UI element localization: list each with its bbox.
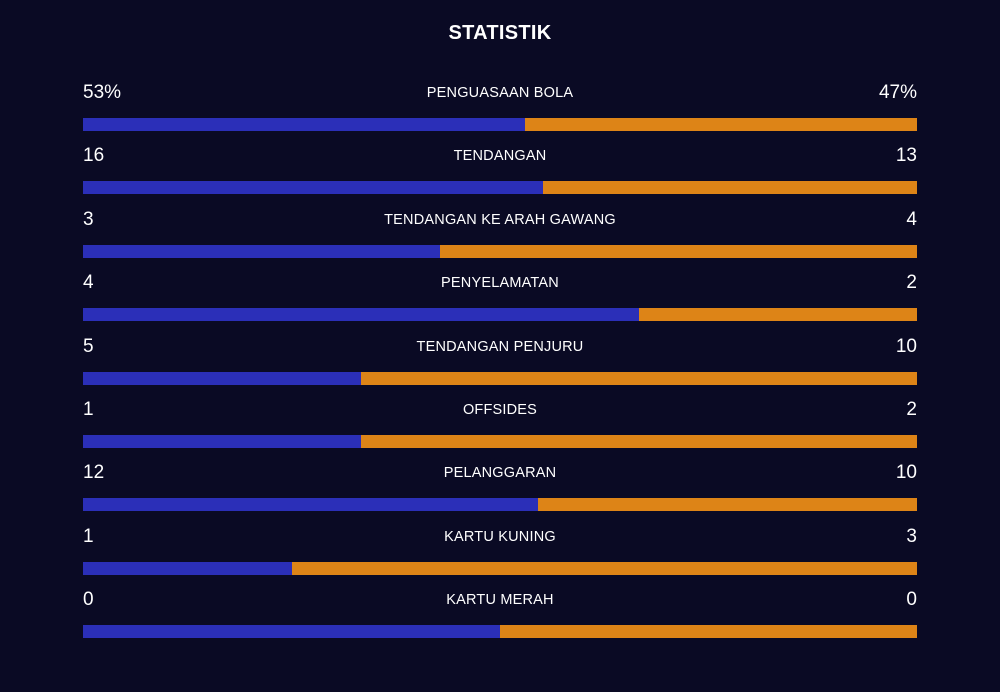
home-value: 1 [83,525,94,547]
comparison-bar [83,498,917,512]
stat-label: OFFSIDES [462,401,538,418]
away-value: 2 [906,272,917,294]
away-bar [639,308,917,322]
home-value: 3 [83,208,94,230]
stat-row-possession: 53% PENGUASAAN BOLA 47% [83,80,917,143]
comparison-bar [83,244,917,258]
stat-label: KARTU MERAH [446,592,554,609]
comparison-bar [83,181,917,195]
stat-row-corners: 5 TENDANGAN PENJURU 10 [83,334,917,397]
comparison-bar [83,118,917,131]
home-value: 4 [83,272,94,294]
comparison-bar [83,625,917,639]
home-value: 16 [83,145,105,167]
away-value: 47% [878,82,917,103]
home-bar [83,561,292,575]
home-bar [83,308,640,322]
home-bar [83,498,538,512]
home-value: 53% [83,82,122,103]
away-bar [360,434,917,448]
home-bar [83,371,361,385]
stat-row-offsides: 1 OFFSIDES 2 [83,397,917,460]
home-value: 5 [83,335,94,357]
stat-label: PELANGGARAN [443,465,557,482]
away-bar [360,371,917,385]
home-value: 0 [83,589,94,611]
away-value: 2 [906,398,917,420]
comparison-bar [83,371,917,385]
comparison-bar [83,434,917,448]
away-bar [537,498,917,512]
stat-row-shots-on-target: 3 TENDANGAN KE ARAH GAWANG 4 [83,207,917,270]
stat-row-saves: 4 PENYELAMATAN 2 [83,270,917,333]
away-bar [500,625,917,639]
home-value: 12 [83,462,105,484]
away-bar [525,118,917,131]
away-value: 10 [895,462,917,484]
home-bar [83,434,361,448]
away-bar [291,561,917,575]
away-bar [440,244,917,258]
stat-row-shots: 16 TENDANGAN 13 [83,143,917,206]
away-value: 13 [895,145,917,167]
stat-label: PENGUASAAN BOLA [426,85,574,101]
home-bar [83,118,526,131]
stat-row-fouls: 12 PELANGGARAN 10 [83,460,917,523]
stat-label: TENDANGAN KE ARAH GAWANG [384,211,616,228]
stat-label: TENDANGAN PENJURU [416,338,584,355]
away-value: 10 [895,335,917,357]
away-bar [543,181,917,195]
stat-row-red-cards: 0 KARTU MERAH 0 [83,587,917,650]
page-title: STATISTIK [448,22,552,44]
home-bar [83,244,441,258]
away-value: 0 [906,589,917,611]
stat-label: KARTU KUNING [444,528,556,545]
away-value: 4 [906,208,917,230]
stat-label: PENYELAMATAN [441,275,559,292]
away-value: 3 [906,525,917,547]
comparison-bar [83,308,917,322]
home-value: 1 [83,398,94,420]
home-bar [83,181,544,195]
comparison-bar [83,561,917,575]
stat-label: TENDANGAN [453,148,547,165]
home-bar [83,625,500,639]
stats-list: 53% PENGUASAAN BOLA 47% 16 TENDANGAN 1 3 … [83,80,917,651]
stat-row-yellow-cards: 1 KARTU KUNING 3 [83,524,917,587]
